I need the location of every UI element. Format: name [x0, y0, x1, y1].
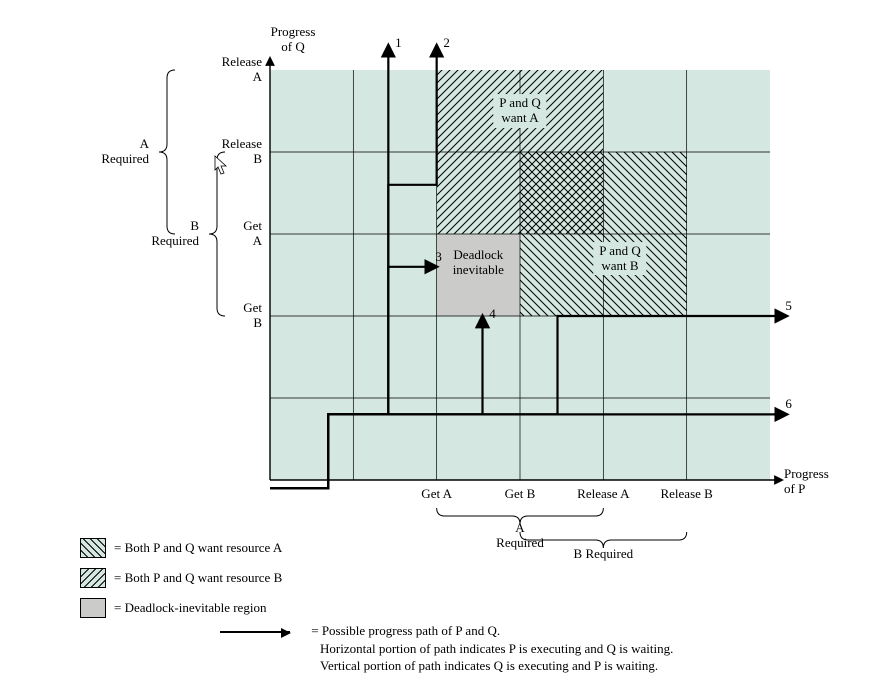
y-tick-label: ReleaseB	[222, 137, 262, 167]
footnote-line2: Horizontal portion of path indicates P i…	[320, 640, 673, 658]
legend-text: = Deadlock-inevitable region	[114, 600, 266, 616]
y-axis-title-line2: of Q	[271, 40, 316, 55]
path-label-2: 2	[443, 35, 450, 51]
want-b-label: P and Qwant B	[593, 242, 646, 276]
deadlock-progress-diagram: Progress of Q Progress of P	[0, 0, 882, 683]
path-footnote: = Possible progress path of P and Q. Hor…	[220, 622, 673, 675]
legend-row-deadlock: = Deadlock-inevitable region	[80, 598, 282, 618]
x-tick-label: Get A	[421, 486, 452, 502]
x-axis-title-line1: Progress	[784, 467, 829, 482]
legend-text: = Both P and Q want resource A	[114, 540, 282, 556]
footnote-line3: Vertical portion of path indicates Q is …	[320, 657, 658, 675]
y-tick-label: GetB	[243, 301, 262, 331]
y-axis-title-line1: Progress	[271, 25, 316, 40]
x-tick-label: Get B	[505, 486, 536, 502]
legend-swatch-icon	[80, 538, 106, 558]
legend-row-want-a: = Both P and Q want resource A	[80, 538, 282, 558]
legend-row-want-b: = Both P and Q want resource B	[80, 568, 282, 588]
path-label-3: 3	[435, 249, 442, 265]
legend-swatch-icon	[80, 598, 106, 618]
x-tick-label: Release A	[577, 486, 629, 502]
want-a-label: P and Qwant A	[493, 94, 546, 128]
legend: = Both P and Q want resource A = Both P …	[80, 538, 282, 628]
path-label-5: 5	[785, 298, 792, 314]
x-axis-title: Progress of P	[784, 467, 829, 497]
y-tick-label: ReleaseA	[222, 55, 262, 85]
deadlock-label: Deadlockinevitable	[453, 248, 504, 278]
brace-label-a-required-x: ARequired	[496, 521, 544, 551]
path-label-1: 1	[395, 35, 402, 51]
x-tick-label: Release B	[660, 486, 712, 502]
path-label-4: 4	[489, 306, 496, 322]
y-axis-title: Progress of Q	[271, 25, 316, 55]
y-tick-label: GetA	[243, 219, 262, 249]
brace-label-a-required-y: ARequired	[101, 137, 149, 167]
arrow-icon	[220, 631, 290, 633]
x-axis-title-line2: of P	[784, 482, 829, 497]
path-label-6: 6	[785, 396, 792, 412]
brace-label-b-required-y: BRequired	[151, 219, 199, 249]
legend-text: = Both P and Q want resource B	[114, 570, 282, 586]
brace-label-b-required-x: B Required	[574, 546, 634, 562]
footnote-line1: = Possible progress path of P and Q.	[311, 623, 500, 638]
legend-swatch-icon	[80, 568, 106, 588]
